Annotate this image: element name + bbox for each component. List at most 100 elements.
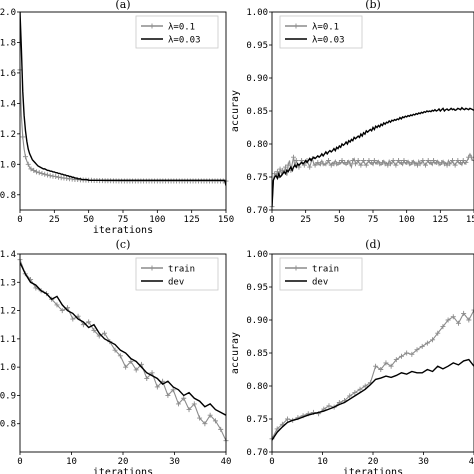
data-point	[398, 159, 404, 165]
x-tick-label: 40	[469, 457, 474, 467]
data-point	[22, 154, 28, 160]
y-tick-label: 0.95	[246, 41, 268, 51]
data-point	[42, 171, 48, 177]
data-point	[59, 308, 65, 314]
legend-label: train	[168, 265, 195, 275]
series-line	[20, 12, 226, 186]
data-point	[382, 161, 388, 167]
legend-marker	[149, 265, 155, 271]
data-point	[458, 159, 464, 165]
y-tick-label: 1.0	[0, 363, 16, 373]
x-tick-label: 0	[17, 215, 22, 225]
y-tick-label: 0.8	[0, 191, 16, 201]
data-point	[191, 401, 197, 407]
y-tick-label: 0.85	[246, 349, 268, 359]
data-point	[326, 158, 332, 163]
series-line	[20, 259, 226, 441]
legend: λ=0.1 λ=0.03	[279, 15, 363, 49]
x-tick-label: 50	[334, 215, 345, 225]
data-point	[96, 333, 102, 339]
x-tick-label: 100	[399, 215, 415, 225]
data-point	[326, 403, 332, 409]
panel-caption: (a)	[115, 0, 130, 11]
chart-panel-1: (b) 0 25 50 75 100 125 150 0.70 0.75 0.80 0.85 0.90 0…	[230, 0, 474, 225]
x-tick-label: 0	[17, 457, 22, 467]
legend-label: train	[312, 265, 339, 275]
data-point	[430, 337, 436, 343]
data-point	[334, 161, 340, 167]
data-point	[315, 159, 321, 165]
data-point	[355, 158, 361, 163]
y-tick-label: 1.6	[0, 69, 16, 79]
x-axis-label: iterations	[343, 467, 403, 474]
data-point	[385, 162, 391, 168]
data-point	[466, 317, 472, 323]
data-point	[80, 322, 86, 328]
data-point	[404, 159, 410, 165]
series-line	[272, 309, 474, 440]
y-tick-label: 0.85	[246, 107, 268, 117]
data-point	[347, 161, 353, 167]
data-point	[39, 170, 45, 176]
x-tick-label: 150	[466, 215, 474, 225]
data-point	[144, 375, 150, 381]
legend-label: λ=0.1	[312, 23, 339, 33]
data-point	[186, 407, 192, 413]
y-tick-label: 1.00	[246, 250, 268, 260]
legend-label: dev	[312, 278, 328, 288]
data-point	[33, 285, 39, 291]
data-point	[28, 166, 34, 172]
data-point	[25, 161, 31, 167]
chart-panel-3: (d) 0 10 20 30 40 0.70 0.75 0.80 0.85 0.90 0.95 1.00…	[230, 238, 474, 474]
legend-box	[279, 257, 363, 291]
x-tick-label: 150	[218, 215, 234, 225]
data-point	[344, 159, 350, 165]
data-point	[285, 416, 291, 422]
data-point	[165, 392, 171, 398]
data-point	[339, 158, 345, 163]
data-point	[44, 172, 50, 178]
data-point	[207, 412, 213, 418]
data-point	[282, 164, 288, 170]
legend-label: λ=0.03	[312, 36, 345, 46]
data-point	[378, 367, 384, 372]
data-point	[55, 174, 61, 180]
data-point	[65, 305, 71, 311]
data-point	[358, 162, 364, 168]
data-point	[455, 158, 461, 163]
data-point	[440, 324, 446, 330]
data-point	[439, 159, 445, 165]
data-point	[388, 363, 394, 369]
data-point	[323, 161, 329, 167]
data-point	[433, 159, 439, 165]
data-point	[312, 162, 318, 168]
data-point	[86, 319, 92, 325]
data-point	[369, 159, 375, 165]
data-point	[291, 154, 297, 160]
legend-marker	[293, 265, 299, 271]
legend-label: λ=0.1	[168, 23, 195, 33]
data-point	[377, 161, 383, 167]
y-tick-label: 1.4	[0, 250, 16, 260]
data-point	[396, 158, 402, 163]
data-point	[379, 159, 385, 165]
data-point	[409, 159, 415, 165]
data-point	[138, 361, 144, 367]
legend: λ=0.1 λ=0.03	[135, 15, 219, 49]
data-point	[212, 418, 218, 424]
x-tick-label: 125	[184, 215, 200, 225]
y-tick-label: 0.90	[246, 316, 268, 326]
data-point	[393, 162, 399, 168]
data-point	[461, 310, 467, 316]
data-point	[31, 167, 37, 173]
legend-box	[135, 15, 219, 49]
data-point	[75, 313, 81, 319]
y-tick-label: 1.4	[0, 99, 16, 109]
y-tick-label: 1.2	[0, 307, 16, 317]
data-point	[175, 401, 181, 407]
y-axis-label: accuray	[230, 90, 241, 132]
y-tick-label: 1.1	[0, 335, 16, 345]
data-point	[398, 353, 404, 359]
data-point	[468, 154, 474, 160]
y-tick-label: 0.8	[0, 420, 16, 430]
